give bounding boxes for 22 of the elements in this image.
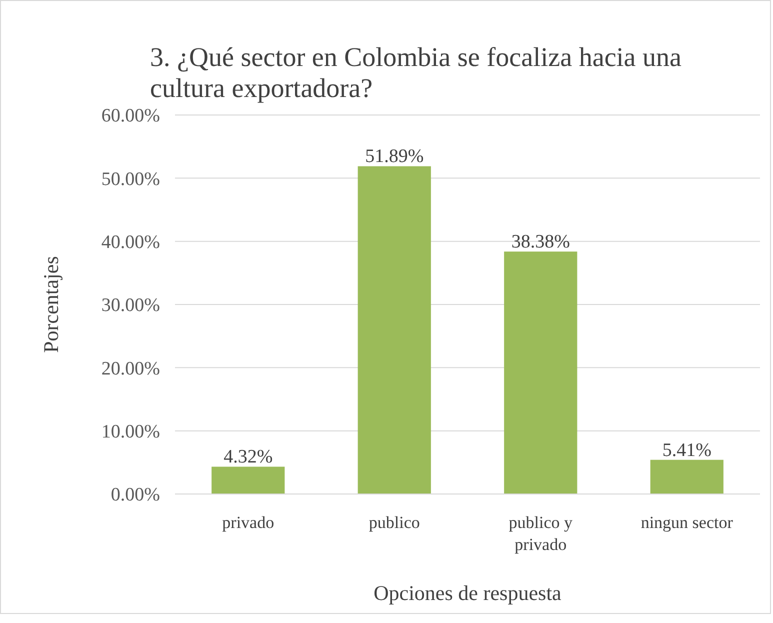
data-label: 51.89% xyxy=(365,146,424,168)
bar xyxy=(212,466,285,494)
chart-title: 3. ¿Qué sector en Colombia se focaliza hacia una cultura exportadora? xyxy=(150,42,682,103)
y-tick-label: 20.00% xyxy=(101,358,160,380)
x-tick-label: privado xyxy=(222,513,274,532)
x-tick-label: publico y privado xyxy=(508,513,573,554)
y-tick-label: 50.00% xyxy=(101,168,160,190)
y-tick-label: 60.00% xyxy=(101,106,160,127)
y-tick-label: 30.00% xyxy=(101,295,160,316)
data-label: 4.32% xyxy=(224,446,273,468)
bar xyxy=(358,166,431,494)
x-tick-label: ningun sector xyxy=(640,513,734,532)
y-tick-label: 10.00% xyxy=(101,421,160,442)
x-axis-title: Opciones de respuesta xyxy=(374,581,562,605)
data-label: 38.38% xyxy=(511,232,570,253)
data-label: 5.41% xyxy=(662,440,712,461)
x-tick-label: publico xyxy=(368,513,420,532)
y-tick-label: 0.00% xyxy=(110,484,160,506)
bar xyxy=(650,460,724,494)
bar xyxy=(504,252,578,494)
y-axis-title: Porcentajes xyxy=(39,256,63,353)
y-tick-label: 40.00% xyxy=(101,232,160,253)
